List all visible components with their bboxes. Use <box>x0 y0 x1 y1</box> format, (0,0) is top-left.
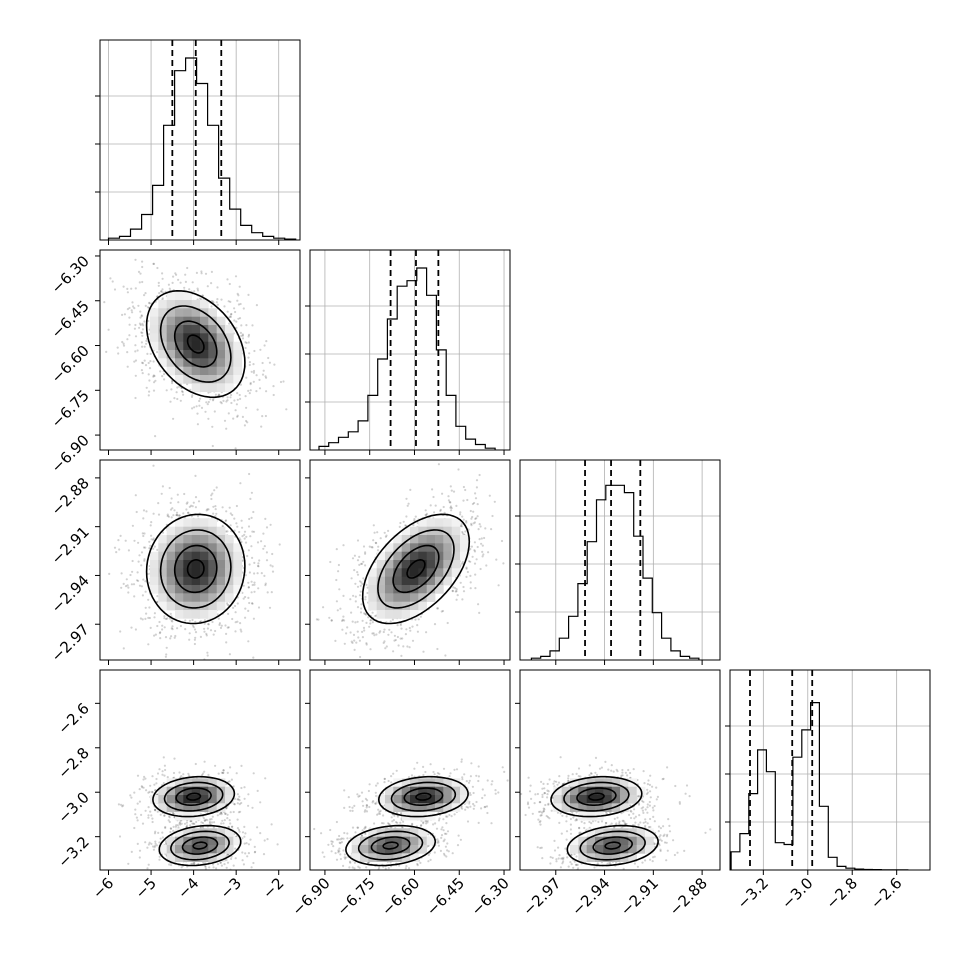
panel-frame <box>519 669 721 871</box>
panel-2-1 <box>305 459 511 665</box>
contour-3-2-1-0 <box>604 841 622 850</box>
y-tick-label-2-0: −2.97 <box>48 620 93 665</box>
contour-2-1-0-1 <box>392 544 440 594</box>
histogram-3 <box>730 702 909 870</box>
x-tick-label-1-4: −6.30 <box>468 874 513 919</box>
panel-grid <box>520 460 720 660</box>
density-2-0 <box>150 518 242 619</box>
contour-3-0-0-3 <box>152 775 236 818</box>
histogram-1 <box>318 267 496 450</box>
density-2-1 <box>368 518 469 619</box>
x-tick-label-1-2: −6.60 <box>378 874 423 919</box>
contour-1-0-0-2 <box>159 305 232 383</box>
y-tick-label-1-1: −6.75 <box>48 386 93 431</box>
x-tick-label-1-1: −6.75 <box>333 874 378 919</box>
contour-2-1-0-2 <box>377 529 455 609</box>
contour-3-0-0-0 <box>185 792 202 801</box>
y-tick-label-2-1: −2.94 <box>48 572 93 617</box>
contour-1-0-0-3 <box>145 289 246 399</box>
contour-3-0-0-2 <box>163 781 224 812</box>
panel-0-0 <box>95 39 301 245</box>
x-tick-label-3-0: −3.2 <box>734 874 772 912</box>
contour-3-1-0-2 <box>390 781 457 812</box>
x-tick-label-2-2: −2.91 <box>617 874 662 919</box>
contour-3-2-0-0 <box>588 792 605 801</box>
panel-1-0: −6.90−6.75−6.60−6.45−6.30 <box>48 249 301 476</box>
panel-grid <box>310 250 510 450</box>
y-tick-label-2-2: −2.91 <box>48 523 93 568</box>
y-tick-label-3-0: −3.2 <box>54 833 92 871</box>
density-3-0 <box>150 778 242 862</box>
contour-3-0-1-3 <box>158 824 242 867</box>
contour-3-1-0-0 <box>415 792 432 801</box>
x-tick-label-1-0: −6.90 <box>288 874 333 919</box>
contour-3-1-1-1 <box>370 836 411 855</box>
panel-grid <box>100 40 300 240</box>
contour-2-0-0-2 <box>159 529 232 609</box>
contour-3-0-0-1 <box>175 787 212 806</box>
x-tick-label-3-1: −3.0 <box>778 874 816 912</box>
contour-2-0-0-0 <box>186 559 205 579</box>
x-tick-label-0-2: −4 <box>174 874 202 902</box>
panel-3-0: −6 −5 −4 −3 −2 −3.2 −3.0 −2.8 −2.6 <box>54 669 301 902</box>
contour-3-2-0-3 <box>550 775 643 818</box>
x-tick-label-0-4: −2 <box>259 874 287 902</box>
panel-frame <box>99 669 301 871</box>
panel-3-1: −6.90 −6.75 −6.60 −6.45 −6.30 <box>288 669 513 919</box>
y-tick-label-3-3: −2.6 <box>54 699 92 737</box>
contour-2-0-0-3 <box>145 513 246 625</box>
panel-frame <box>729 669 931 871</box>
contour-2-1-0-3 <box>361 513 471 625</box>
panel-frame <box>99 249 301 451</box>
y-tick-label-1-3: −6.45 <box>48 297 93 342</box>
panel-grid <box>730 670 930 870</box>
contour-2-0-0-1 <box>173 544 218 594</box>
y-tick-label-1-4: −6.30 <box>48 252 93 297</box>
contour-1-0-0-1 <box>173 320 218 368</box>
x-tick-label-0-3: −3 <box>217 874 245 902</box>
panel-frame <box>309 669 511 871</box>
x-tick-label-1-3: −6.45 <box>423 874 468 919</box>
contour-3-2-1-1 <box>592 836 633 855</box>
contour-3-1-1-0 <box>382 841 399 850</box>
contour-3-0-1-2 <box>170 830 230 861</box>
contour-3-2-0-2 <box>563 781 630 812</box>
histogram-0 <box>107 57 297 240</box>
x-tick-label-0-0: −6 <box>89 874 117 902</box>
panel-3-3: −3.2 −3.0 −2.8 −2.6 <box>725 669 931 913</box>
x-tick-label-3-2: −2.8 <box>823 874 861 912</box>
contour-1-0-0-0 <box>186 334 205 354</box>
contour-3-2-0-1 <box>576 787 617 806</box>
contour-3-1-0-3 <box>377 775 469 818</box>
panel-frame <box>99 39 301 241</box>
panel-1-1 <box>305 249 511 455</box>
panel-frame <box>309 459 511 661</box>
panel-2-2 <box>515 459 721 665</box>
x-tick-label-3-3: −2.6 <box>867 874 905 912</box>
y-tick-label-3-1: −3.0 <box>54 788 92 826</box>
x-tick-label-0-1: −5 <box>132 874 160 902</box>
contour-3-1-1-2 <box>357 830 424 861</box>
panel-2-0: −2.97−2.94−2.91−2.88 <box>48 459 301 666</box>
x-tick-label-2-0: −2.97 <box>519 874 564 919</box>
x-tick-label-2-3: −2.88 <box>666 874 711 919</box>
panel-frame <box>519 459 721 661</box>
x-tick-label-2-1: −2.94 <box>568 874 613 919</box>
y-tick-label-1-2: −6.60 <box>48 342 93 387</box>
y-tick-label-2-3: −2.88 <box>48 474 93 519</box>
contour-3-0-1-0 <box>192 841 208 850</box>
contour-2-1-0-0 <box>406 558 426 579</box>
y-tick-label-1-0: −6.90 <box>48 431 93 476</box>
contour-3-1-1-3 <box>345 824 437 867</box>
contour-3-2-1-3 <box>566 824 659 867</box>
y-tick-label-3-2: −2.8 <box>54 744 92 782</box>
panel-3-2: −2.97 −2.94 −2.91 −2.88 <box>515 669 721 919</box>
contour-3-2-1-2 <box>579 830 646 861</box>
panel-frame <box>309 249 511 451</box>
contour-3-1-0-1 <box>403 787 444 806</box>
histogram-2 <box>530 484 700 660</box>
contour-3-0-1-1 <box>181 836 219 855</box>
panel-frame <box>99 459 301 661</box>
